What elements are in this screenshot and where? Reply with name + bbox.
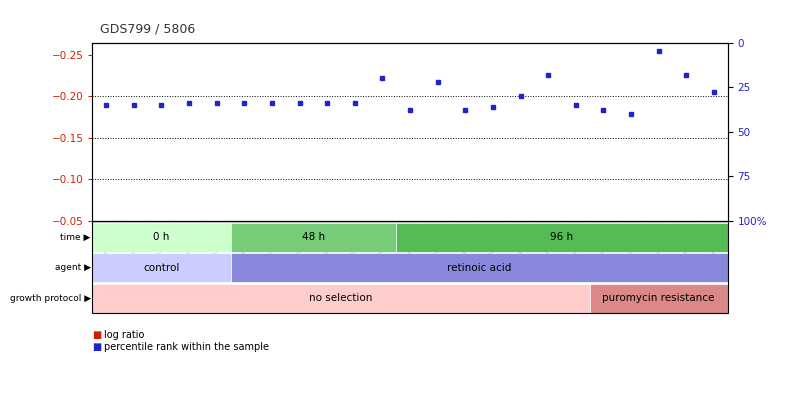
Text: no selection: no selection bbox=[309, 293, 373, 303]
Text: retinoic acid: retinoic acid bbox=[446, 263, 511, 273]
Text: GDS799 / 5806: GDS799 / 5806 bbox=[100, 22, 195, 35]
Bar bbox=[318, 221, 336, 308]
Bar bbox=[511, 221, 529, 353]
Bar bbox=[704, 221, 722, 382]
Text: percentile rank within the sample: percentile rank within the sample bbox=[104, 342, 268, 352]
Text: ■: ■ bbox=[92, 342, 102, 352]
Bar bbox=[428, 221, 446, 382]
Text: control: control bbox=[143, 263, 179, 273]
Bar bbox=[456, 221, 474, 287]
Bar bbox=[676, 221, 695, 405]
Text: 48 h: 48 h bbox=[301, 232, 324, 242]
Bar bbox=[483, 221, 501, 333]
Bar bbox=[235, 221, 253, 382]
Text: puromycin resistance: puromycin resistance bbox=[601, 293, 714, 303]
Bar bbox=[290, 221, 308, 266]
Bar bbox=[566, 221, 584, 337]
Text: ■: ■ bbox=[92, 330, 102, 340]
Text: 96 h: 96 h bbox=[550, 232, 573, 242]
Text: time ▶: time ▶ bbox=[60, 233, 91, 242]
Bar bbox=[539, 221, 556, 366]
Bar bbox=[373, 221, 391, 405]
Text: agent ▶: agent ▶ bbox=[55, 263, 91, 272]
Bar bbox=[622, 221, 639, 324]
Text: 0 h: 0 h bbox=[153, 232, 169, 242]
Text: growth protocol ▶: growth protocol ▶ bbox=[10, 294, 91, 303]
Bar bbox=[124, 221, 143, 328]
Bar bbox=[649, 221, 666, 405]
Bar bbox=[180, 221, 198, 320]
Bar bbox=[401, 221, 418, 341]
Text: log ratio: log ratio bbox=[104, 330, 144, 340]
Bar bbox=[97, 221, 115, 328]
Bar bbox=[263, 221, 280, 320]
Bar bbox=[345, 221, 363, 345]
Bar bbox=[207, 221, 226, 328]
Bar bbox=[593, 221, 612, 349]
Bar bbox=[153, 221, 170, 304]
